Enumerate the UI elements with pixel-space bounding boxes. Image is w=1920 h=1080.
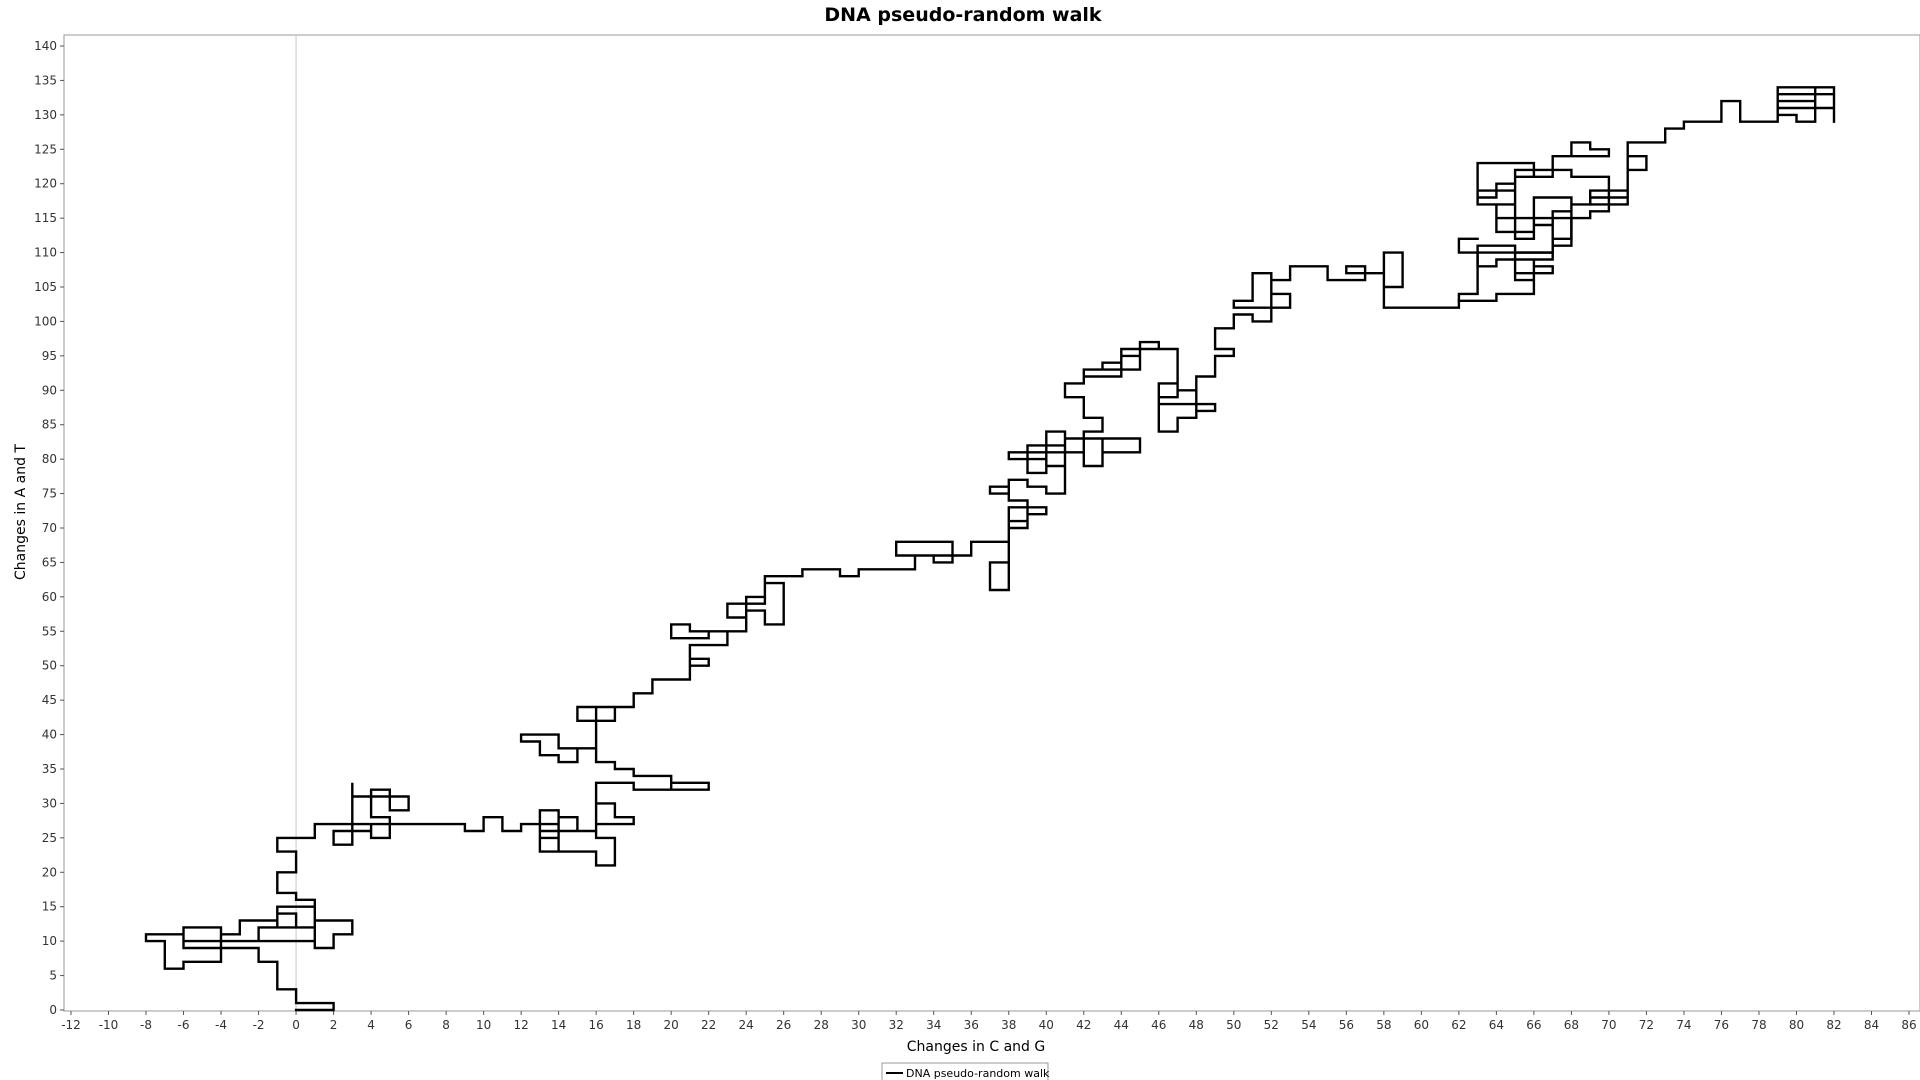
y-tick-label: 30 [42,796,57,810]
x-tick-label: 12 [513,1018,528,1032]
x-tick-label: 72 [1639,1018,1654,1032]
x-tick-label: 36 [964,1018,979,1032]
x-tick-label: 52 [1264,1018,1279,1032]
x-tick-label: 56 [1339,1018,1354,1032]
y-tick-label: 35 [42,762,57,776]
x-tick-label: 2 [330,1018,338,1032]
y-tick-label: 40 [42,728,57,742]
y-tick-label: 85 [42,418,57,432]
y-tick-label: 70 [42,521,57,535]
x-tick-label: 30 [851,1018,866,1032]
y-tick-label: 110 [34,246,57,260]
x-tick-label: 66 [1526,1018,1541,1032]
y-tick-label: 0 [49,1003,57,1017]
x-tick-label: 6 [405,1018,413,1032]
x-tick-label: -12 [61,1018,81,1032]
legend-box [881,1062,1049,1080]
x-tick-label: 50 [1226,1018,1241,1032]
x-tick-label: 8 [442,1018,450,1032]
y-tick-label: 50 [42,659,57,673]
y-tick-label: 20 [42,865,57,879]
x-tick-label: 84 [1864,1018,1879,1032]
x-tick-label: 4 [367,1018,375,1032]
x-tick-label: 42 [1076,1018,1091,1032]
x-tick-label: 34 [926,1018,941,1032]
x-tick-label: 18 [626,1018,641,1032]
y-tick-label: 105 [34,280,57,294]
x-tick-label: -10 [99,1018,119,1032]
y-tick-label: 140 [34,39,57,53]
chart-title: DNA pseudo-random walk [824,4,1102,26]
y-axis-ticks: 0 5 10 15 20 25 30 35 40 45 50 55 60 65 70 75 80 85 90 95 10… [34,39,64,1017]
legend-label: DNA pseudo-random walk [906,1067,1050,1080]
x-tick-label: 38 [1001,1018,1016,1032]
y-axis-label: Changes in A and T [13,444,29,580]
legend: DNA pseudo-random walk [881,1062,1050,1080]
y-tick-label: 5 [49,969,57,983]
y-tick-label: 65 [42,555,57,569]
y-tick-label: 135 [34,73,57,87]
x-tick-label: -6 [178,1018,190,1032]
x-tick-label: -2 [253,1018,265,1032]
x-tick-label: 44 [1114,1018,1129,1032]
y-tick-label: 125 [34,142,57,156]
y-tick-label: 115 [34,211,57,225]
x-tick-label: 20 [664,1018,679,1032]
y-tick-label: 90 [42,383,57,397]
x-tick-label: 70 [1601,1018,1616,1032]
y-tick-label: 100 [34,314,57,328]
x-tick-label: 58 [1376,1018,1391,1032]
y-tick-label: 95 [42,349,57,363]
x-tick-label: 64 [1489,1018,1504,1032]
x-tick-label: -4 [215,1018,227,1032]
x-tick-label: 10 [476,1018,491,1032]
y-tick-label: 60 [42,590,57,604]
x-tick-label: 60 [1414,1018,1429,1032]
y-tick-label: 25 [42,831,57,845]
y-tick-label: 55 [42,624,57,638]
y-tick-label: 120 [34,177,57,191]
x-tick-label: 54 [1301,1018,1316,1032]
x-tick-label: 86 [1901,1018,1916,1032]
x-tick-label: 76 [1714,1018,1729,1032]
x-tick-label: 62 [1451,1018,1466,1032]
x-tick-label: 16 [589,1018,604,1032]
series-line-0 [144,86,1836,1012]
x-tick-label: -8 [140,1018,152,1032]
y-tick-label: 45 [42,693,57,707]
x-tick-label: 48 [1189,1018,1204,1032]
y-tick-label: 15 [42,900,57,914]
y-tick-label: 80 [42,452,57,466]
x-tick-label: 74 [1676,1018,1691,1032]
x-tick-label: 24 [739,1018,754,1032]
x-tick-label: 32 [889,1018,904,1032]
x-axis-label: Changes in C and G [907,1039,1045,1055]
x-tick-label: 82 [1826,1018,1841,1032]
y-tick-label: 130 [34,108,57,122]
plot-area [63,34,1920,1012]
x-tick-label: 80 [1789,1018,1804,1032]
x-tick-label: 78 [1751,1018,1766,1032]
x-tick-label: 0 [292,1018,300,1032]
x-tick-label: 68 [1564,1018,1579,1032]
y-tick-label: 10 [42,934,57,948]
y-tick-label: 75 [42,487,57,501]
series-group [144,86,1836,1012]
x-tick-label: 22 [701,1018,716,1032]
x-tick-label: 28 [814,1018,829,1032]
series-line-1 [1457,141,1611,302]
x-axis-ticks: -12 -10 -8 -6 -4 -2 0 2 4 6 8 10 12 14 16 18 20 22 24 26 28 3… [61,1011,1917,1032]
x-tick-label: 14 [551,1018,566,1032]
x-tick-label: 46 [1151,1018,1166,1032]
x-tick-label: 40 [1039,1018,1054,1032]
x-tick-label: 26 [776,1018,791,1032]
